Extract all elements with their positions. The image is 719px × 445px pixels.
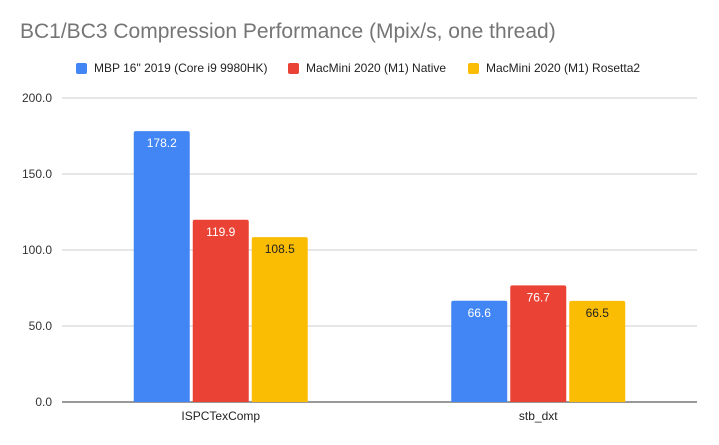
legend-item-mbp: MBP 16" 2019 (Core i9 9980HK) xyxy=(76,58,267,78)
data-label: 108.5 xyxy=(265,242,295,256)
y-tick-label: 200.0 xyxy=(22,91,52,105)
y-tick-label: 100.0 xyxy=(22,243,52,257)
legend-item-m1-native: MacMini 2020 (M1) Native xyxy=(288,58,446,78)
x-tick-label: ISPCTexComp xyxy=(181,409,260,423)
data-label: 66.5 xyxy=(586,306,610,320)
y-tick-label: 0.0 xyxy=(35,395,52,409)
chart-title: BC1/BC3 Compression Performance (Mpix/s,… xyxy=(20,20,556,43)
y-tick-label: 150.0 xyxy=(22,167,52,181)
data-label: 76.7 xyxy=(527,290,551,304)
data-label: 119.9 xyxy=(206,225,235,239)
legend-swatch-m1-rosetta xyxy=(468,62,479,74)
legend: MBP 16" 2019 (Core i9 9980HK) MacMini 20… xyxy=(0,58,719,78)
legend-label-m1-native: MacMini 2020 (M1) Native xyxy=(306,61,447,75)
bar xyxy=(510,285,567,402)
legend-swatch-mbp xyxy=(76,62,87,74)
legend-item-m1-rosetta: MacMini 2020 (M1) Rosetta2 xyxy=(468,58,640,78)
legend-label-mbp: MBP 16" 2019 (Core i9 9980HK) xyxy=(94,61,268,75)
legend-swatch-m1-native xyxy=(288,62,299,74)
data-label: 178.2 xyxy=(147,136,177,150)
data-label: 66.6 xyxy=(468,306,492,320)
bar xyxy=(451,300,508,402)
bar xyxy=(569,300,626,402)
y-tick-label: 50.0 xyxy=(29,319,53,333)
bar xyxy=(133,131,190,403)
legend-label-m1-rosetta: MacMini 2020 (M1) Rosetta2 xyxy=(486,61,641,75)
bar xyxy=(251,237,308,402)
x-tick-label: stb_dxt xyxy=(519,409,558,423)
bar xyxy=(192,219,249,402)
